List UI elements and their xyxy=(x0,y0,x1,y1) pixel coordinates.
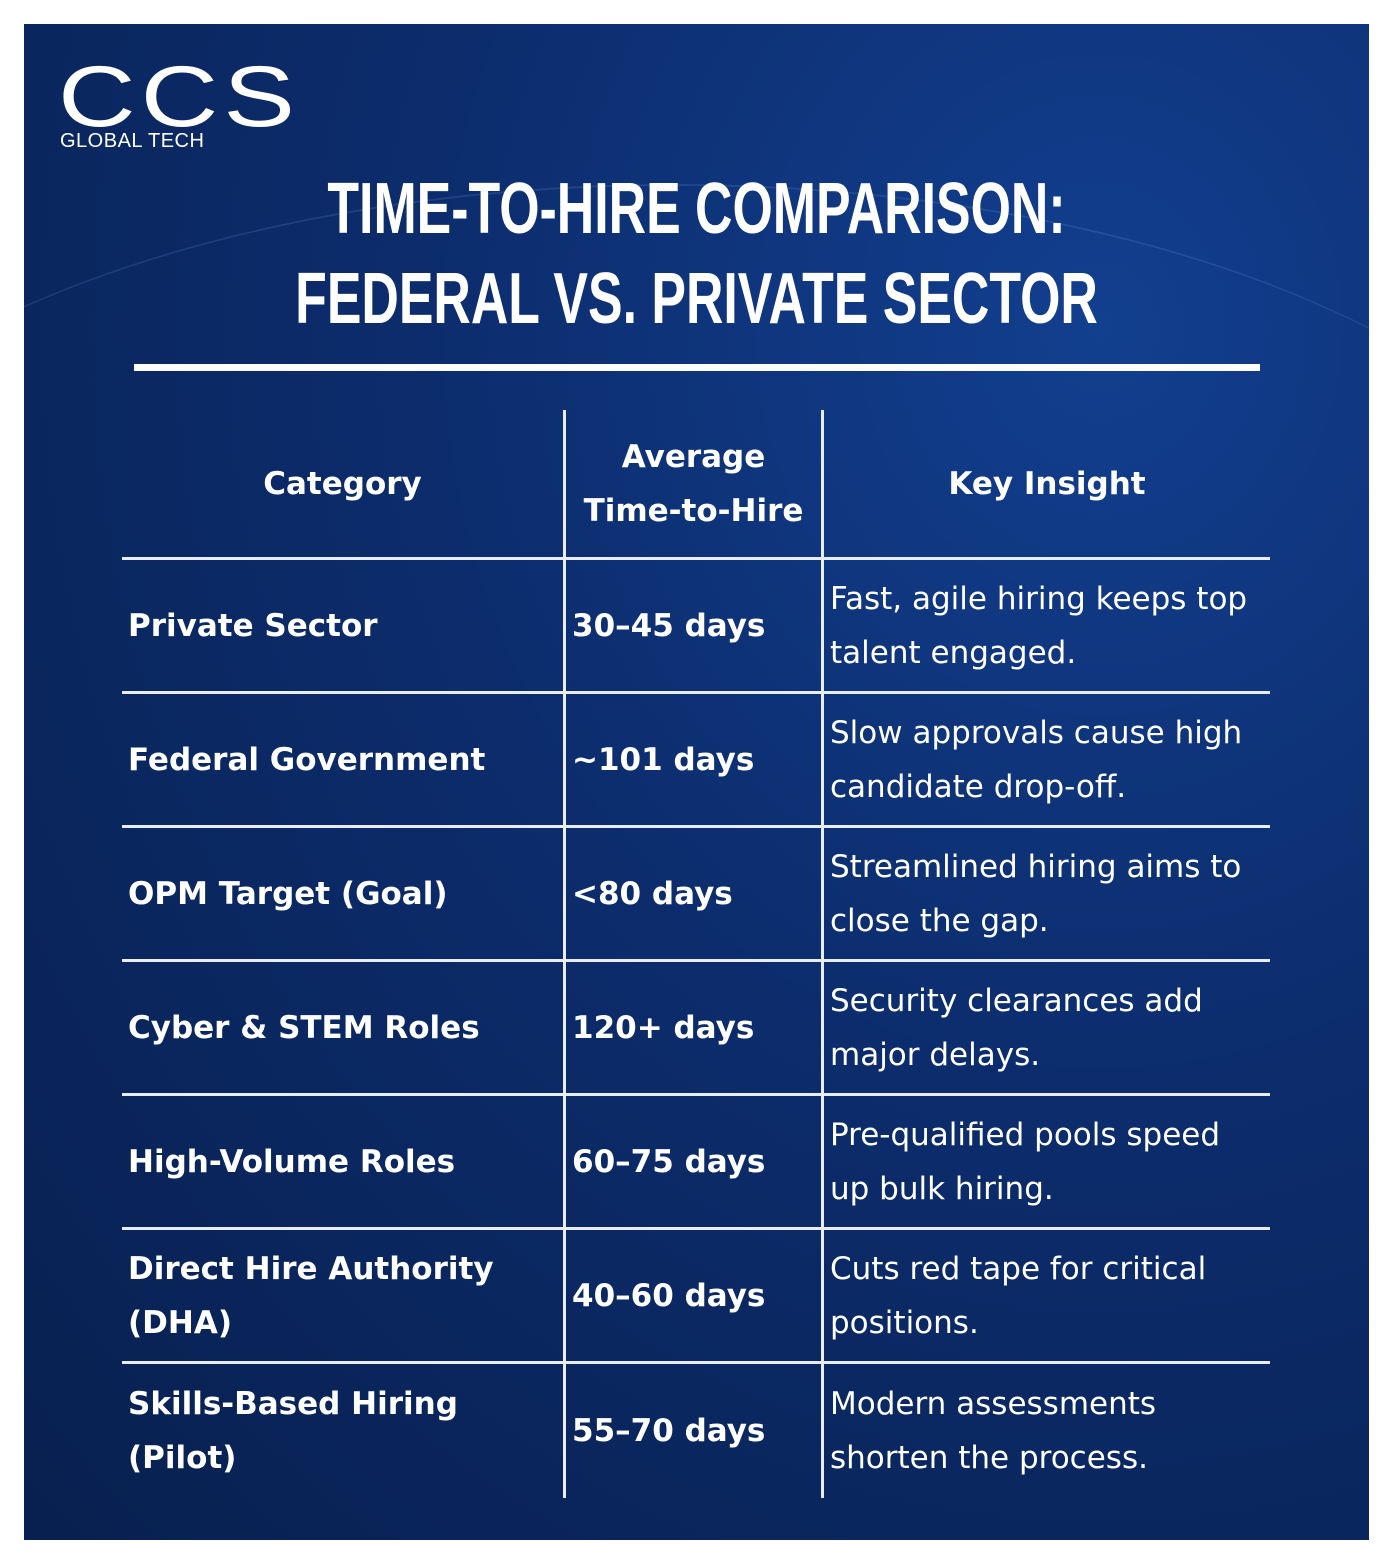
logo-tagline: GLOBAL TECH xyxy=(60,130,205,152)
table-cell: OPM Target (Goal) xyxy=(122,828,566,962)
table-cell: Slow approvals cause high candidate drop… xyxy=(824,694,1270,828)
table-cell: Private Sector xyxy=(122,560,566,694)
column-header: Key Insight xyxy=(824,410,1270,560)
decor-arc xyxy=(24,184,1369,1086)
table-cell: High-Volume Roles xyxy=(122,1096,566,1230)
logo-name: CCS xyxy=(58,49,300,145)
table-cell: Skills-Based Hiring (Pilot) xyxy=(122,1364,566,1498)
table-cell: Cuts red tape for critical positions. xyxy=(824,1230,1270,1364)
table: Category Average Time-to-Hire Key Insight P… xyxy=(122,410,1270,1498)
table-cell: 60–75 days xyxy=(566,1096,824,1230)
table-cell: Streamlined hiring aims to close the gap… xyxy=(824,828,1270,962)
table-cell: 120+ days xyxy=(566,962,824,1096)
title: TIME-TO-HIRE COMPARISON: FEDERAL VS. PRI… xyxy=(24,164,1369,344)
table-cell: 40–60 days xyxy=(566,1230,824,1364)
table-cell: Modern assessments shorten the process. xyxy=(830,1386,1157,1476)
column-header: Category xyxy=(122,410,566,560)
title-line: TIME-TO-HIRE COMPARISON: xyxy=(327,169,1066,249)
table-cell: 55–70 days xyxy=(566,1364,824,1498)
table-cell: Pre-qualified pools speed up bulk hiring… xyxy=(824,1096,1270,1230)
table-cell: 30–45 days xyxy=(566,560,824,694)
title-line: FEDERAL VS. PRIVATE SECTOR xyxy=(295,259,1098,339)
table-cell: Security clearances add major delays. xyxy=(824,962,1270,1096)
table-cell: Federal Government xyxy=(122,694,566,828)
column-header: Average Time-to-Hire xyxy=(566,410,824,560)
table-cell: ~101 days xyxy=(566,694,824,828)
table-cell: <80 days xyxy=(566,828,824,962)
panel: CCS GLOBAL TECH TIME-TO-HIRE COMPARISON:… xyxy=(24,24,1369,1540)
table-cell: Cyber & STEM Roles xyxy=(122,962,566,1096)
table-cell: Direct Hire Authority (DHA) xyxy=(122,1230,566,1364)
title-rule xyxy=(134,364,1260,371)
table-cell: Fast, agile hiring keeps top talent enga… xyxy=(824,560,1270,694)
